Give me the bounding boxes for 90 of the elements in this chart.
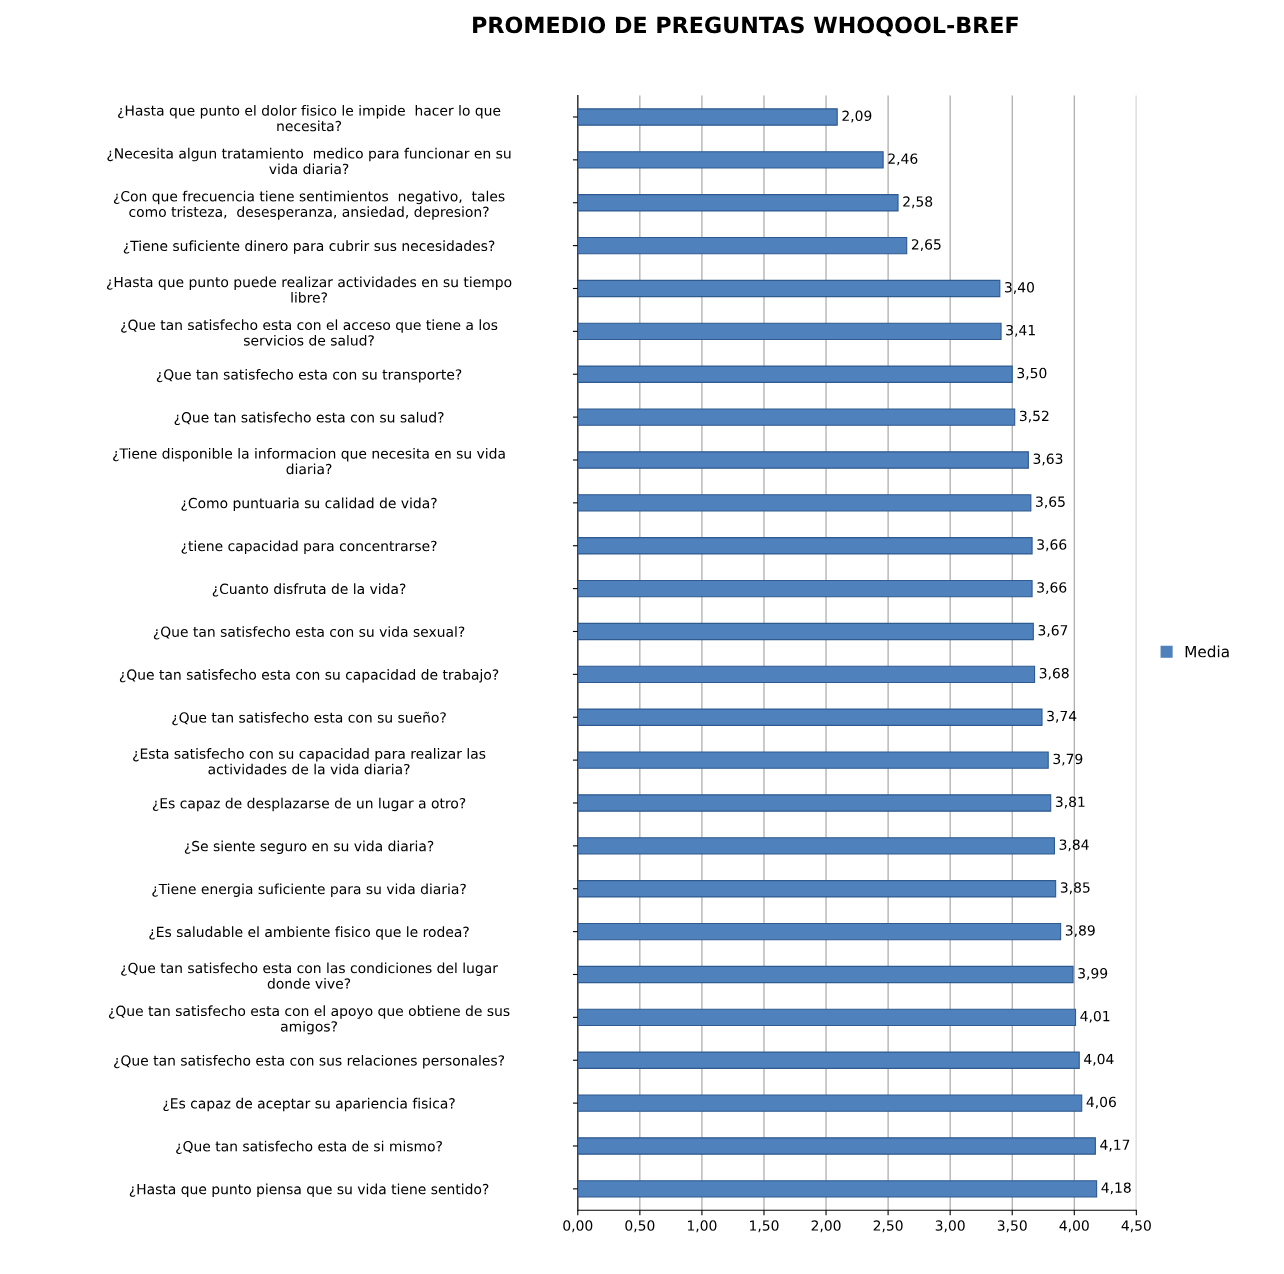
y-tick-label: ¿Que tan satisfecho esta de si mismo? [176, 1140, 442, 1154]
data-label: 4,06 [1086, 1096, 1116, 1109]
y-tick-label: ¿Es saludable el ambiente fisico que le rodea? [149, 926, 469, 940]
bar [577, 365, 1013, 383]
y-tick-label: ¿Hasta que punto puede realizar actividades en su tiempo libre? [106, 276, 512, 303]
y-tick-label: ¿Que tan satisfecho esta con su sueño? [172, 711, 446, 726]
bar [577, 794, 1052, 812]
y-tick-label: ¿Hasta que punto el dolor fisico le impide hacer lo que necesita? [118, 104, 501, 132]
data-label: 3,79 [1053, 753, 1083, 766]
data-label: 3,89 [1065, 925, 1095, 938]
bar [577, 751, 1049, 769]
data-label: 2,46 [888, 153, 918, 166]
bar [577, 451, 1029, 469]
legend-label: Media [1185, 645, 1229, 658]
bar [577, 922, 1062, 941]
bar [577, 880, 1057, 898]
bar [577, 965, 1074, 984]
data-label: 3,67 [1038, 625, 1068, 637]
y-tick-label: ¿Tiene disponible la informacion que necesita en su vida diaria? [113, 447, 505, 475]
data-label: 2,58 [903, 196, 933, 209]
chart-title: PROMEDIO DE PREGUNTAS WHOQOOL-BREF [473, 16, 1018, 37]
data-label: 4,18 [1101, 1182, 1131, 1195]
bar [577, 236, 908, 255]
y-tick-label: ¿Cuanto disfruta de la vida? [212, 583, 406, 597]
y-tick-label: ¿Que tan satisfecho esta con su salud? [174, 411, 444, 426]
bar [577, 108, 838, 126]
y-tick-label: ¿Es capaz de desplazarse de un lugar a otro? [152, 797, 466, 812]
y-tick-label: ¿Que tan satisfecho esta con sus relaciones personales? [114, 1054, 505, 1069]
data-label: 3,81 [1055, 796, 1085, 809]
data-label: 3,85 [1060, 882, 1090, 895]
data-label: 3,66 [1037, 582, 1067, 595]
bar [577, 408, 1016, 426]
y-tick-label: ¿Esta satisfecho con su capacidad para realizar las actividades de la vida diaria? [133, 748, 486, 775]
x-tick-label: 1,50 [750, 1220, 779, 1233]
data-label: 3,65 [1036, 496, 1065, 509]
bar [577, 622, 1034, 641]
bar [577, 322, 1002, 341]
y-tick-label: ¿Que tan satisfecho esta con su capacidad de trabajo? [119, 669, 499, 683]
bar [577, 279, 1001, 298]
y-tick-label: ¿Tiene suficiente dinero para cubrir sus necesidades? [123, 240, 495, 254]
bar [577, 837, 1055, 855]
x-tick-label: 4,00 [1059, 1220, 1089, 1233]
y-tick-label: ¿Que tan satisfecho esta con el acceso que tiene a los servicios de salud? [121, 319, 498, 346]
bar [577, 708, 1043, 726]
y-tick-label: ¿Que tan satisfecho esta con su transporte? [156, 368, 462, 383]
y-tick-label: ¿Que tan satisfecho esta con el apoyo que obtiene de sus amigos? [108, 1005, 510, 1035]
bar [577, 1180, 1098, 1198]
y-tick-label: ¿Con que frecuencia tiene sentimientos negativo, tales como tristeza, desesperanza, ansiedad, depresion? [113, 190, 505, 220]
data-label: 3,40 [1005, 282, 1034, 294]
data-label: 3,52 [1019, 410, 1049, 423]
data-label: 4,01 [1080, 1010, 1110, 1023]
data-label: 3,84 [1059, 839, 1089, 852]
x-tick-label: 4,50 [1121, 1220, 1151, 1233]
x-tick-label: 0,50 [625, 1220, 655, 1233]
bar [577, 1008, 1077, 1027]
bar [577, 1094, 1083, 1112]
bar [577, 579, 1033, 598]
data-label: 3,41 [1006, 324, 1035, 337]
data-label: 2,65 [911, 239, 941, 252]
y-tick-label: ¿Que tan satisfecho esta con su vida sexual? [153, 626, 465, 640]
y-tick-label: ¿Es capaz de aceptar su apariencia fisica? [163, 1097, 455, 1112]
x-tick-label: 2,50 [873, 1220, 903, 1233]
y-tick-label: ¿Necesita algun tratamiento medico para funcionar en su vida diaria? [107, 147, 511, 175]
data-label: 3,63 [1033, 453, 1063, 466]
x-tick-label: 3,50 [997, 1220, 1027, 1233]
x-tick-label: 3,00 [935, 1220, 965, 1233]
data-label: 3,66 [1037, 539, 1067, 552]
y-tick-label: ¿Que tan satisfecho esta con las condiciones del lugar donde vive? [121, 962, 498, 989]
y-tick-label: ¿Como puntuaria su calidad de vida? [181, 497, 437, 512]
bar [577, 1051, 1080, 1069]
data-label: 3,68 [1039, 667, 1069, 680]
data-label: 3,99 [1078, 968, 1108, 980]
x-tick-label: 1,00 [687, 1220, 717, 1233]
data-label: 3,74 [1047, 710, 1077, 723]
bar [577, 194, 899, 212]
data-label: 4,04 [1084, 1053, 1114, 1066]
bar [577, 1137, 1096, 1155]
bar [577, 665, 1036, 684]
bar [577, 537, 1033, 555]
data-label: 3,50 [1017, 367, 1047, 380]
x-tick-label: 0,00 [563, 1220, 593, 1233]
data-label: 2,09 [842, 110, 872, 123]
y-tick-label: ¿Hasta que punto piensa que su vida tiene sentido? [129, 1183, 489, 1198]
y-tick-label: ¿tiene capacidad para concentrarse? [181, 540, 437, 554]
data-label: 4,17 [1100, 1139, 1130, 1152]
bar [577, 494, 1032, 512]
y-tick-label: ¿Tiene energia suficiente para su vida diaria? [152, 883, 466, 897]
y-tick-label: ¿Se siente seguro en su vida diaria? [184, 840, 434, 855]
bar [577, 151, 884, 169]
x-tick-label: 2,00 [811, 1220, 841, 1233]
